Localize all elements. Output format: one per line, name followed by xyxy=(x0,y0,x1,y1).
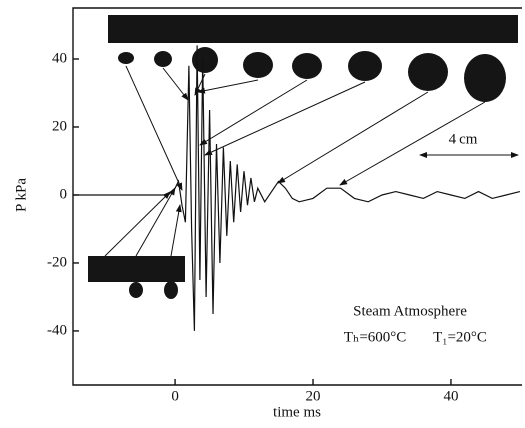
photo-blob xyxy=(118,52,134,64)
arrow xyxy=(104,191,171,257)
axis xyxy=(72,7,522,386)
y-tick-label: 40 xyxy=(52,50,67,66)
scale-label: 4 cm xyxy=(449,131,478,147)
arrow xyxy=(135,187,176,257)
arrow xyxy=(199,79,308,146)
arrows xyxy=(104,65,519,257)
photo-blob xyxy=(164,281,178,299)
arrow xyxy=(204,81,366,156)
arrow xyxy=(197,79,259,94)
annotation: Tₕ=600°C xyxy=(344,329,407,345)
photo-blob xyxy=(129,282,143,298)
annotation: Steam Atmosphere xyxy=(353,303,467,319)
photo-blob xyxy=(192,47,218,73)
arrow xyxy=(339,101,486,186)
photo-blob xyxy=(154,51,172,67)
photo-blob xyxy=(292,53,322,79)
x-tick-label: 20 xyxy=(306,388,321,404)
annotation: T₁=20°C xyxy=(433,329,487,345)
x-tick-label: 0 xyxy=(171,388,179,404)
x-axis-label: time ms xyxy=(273,404,321,420)
y-tick-label: -20 xyxy=(47,254,67,270)
photo-strip xyxy=(88,256,185,282)
photographs xyxy=(88,15,518,299)
y-tick-label: 20 xyxy=(52,118,67,134)
arrow xyxy=(162,67,189,101)
photo-blob xyxy=(348,51,382,81)
arrow xyxy=(277,91,429,184)
y-tick-label: -40 xyxy=(47,322,67,338)
x-tick-label: 40 xyxy=(443,388,458,404)
photo-blob xyxy=(243,52,273,78)
arrow xyxy=(170,204,182,257)
pressure-trace xyxy=(73,45,521,331)
y-tick-label: 0 xyxy=(60,186,68,202)
arrow xyxy=(125,65,183,191)
photo-blob xyxy=(464,54,506,102)
photo-blob xyxy=(408,53,448,91)
y-axis-label: P kPa xyxy=(13,178,29,212)
photo-strip xyxy=(108,15,518,43)
